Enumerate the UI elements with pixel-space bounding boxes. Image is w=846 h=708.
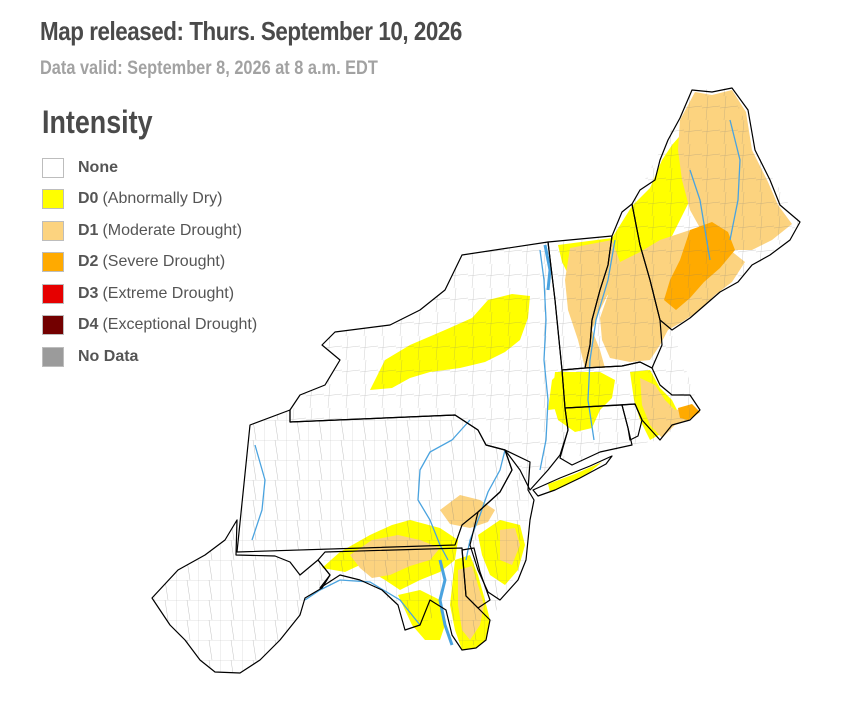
legend-code: D4 bbox=[78, 316, 99, 334]
legend-swatch-d4 bbox=[42, 315, 64, 336]
legend-desc: (Abnormally Dry) bbox=[102, 190, 223, 208]
border-west-virginia bbox=[151, 519, 331, 674]
legend-item-d4: D4 (Exceptional Drought) bbox=[42, 310, 257, 342]
legend-code: No Data bbox=[78, 347, 139, 365]
border-long-island bbox=[532, 455, 613, 497]
d0-long-island bbox=[548, 462, 602, 492]
county-texture-md-nj bbox=[320, 462, 530, 650]
county-texture-wv bbox=[152, 520, 330, 673]
legend-item-d1: D1 (Moderate Drought) bbox=[42, 215, 257, 247]
legend-desc: (Extreme Drought) bbox=[102, 284, 235, 302]
county-lines-layer bbox=[152, 88, 800, 673]
legend-desc: (Exceptional Drought) bbox=[102, 316, 258, 334]
legend-swatch-d0 bbox=[42, 189, 64, 210]
legend-desc: (Severe Drought) bbox=[102, 253, 226, 271]
legend-item-no-data: No Data bbox=[42, 341, 257, 373]
map-title: Map released: Thurs. September 10, 2026 bbox=[40, 16, 462, 46]
border-maryland bbox=[317, 547, 491, 651]
legend-title: Intensity bbox=[42, 104, 153, 140]
legend-swatch-no-data bbox=[42, 346, 64, 367]
border-new-jersey bbox=[469, 449, 535, 601]
river-susquehanna bbox=[417, 419, 471, 561]
legend-code: None bbox=[78, 158, 118, 176]
legend-swatch-d3 bbox=[42, 283, 64, 304]
legend-code: D1 bbox=[78, 221, 99, 239]
lake-champlain bbox=[543, 244, 552, 291]
legend-item-d0: D0 (Abnormally Dry) bbox=[42, 184, 257, 216]
legend-item-d3: D3 (Extreme Drought) bbox=[42, 278, 257, 310]
river-delaware bbox=[465, 449, 506, 561]
county-texture-new-england bbox=[548, 88, 800, 465]
legend-code: D3 bbox=[78, 284, 99, 302]
river-hudson bbox=[539, 249, 549, 471]
river-potomac bbox=[304, 579, 421, 626]
legend-swatch-d1 bbox=[42, 220, 64, 241]
river-penobscot bbox=[729, 119, 741, 241]
river-kennebec bbox=[689, 169, 711, 261]
border-maine bbox=[631, 87, 801, 331]
county-texture-ny bbox=[290, 242, 568, 490]
data-valid-subtitle: Data valid: September 8, 2026 at 8 a.m. … bbox=[40, 58, 378, 79]
legend-swatch-none bbox=[42, 157, 64, 178]
legend-desc: (Moderate Drought) bbox=[102, 221, 243, 239]
chesapeake-bay bbox=[438, 559, 454, 646]
legend-code: D2 bbox=[78, 253, 99, 271]
drought-map bbox=[151, 87, 801, 674]
river-ohio bbox=[251, 444, 266, 541]
legend-item-d2: D2 (Severe Drought) bbox=[42, 247, 257, 279]
legend-swatch-d2 bbox=[42, 252, 64, 273]
legend-item-none: None bbox=[42, 152, 257, 184]
state-borders-layer bbox=[151, 87, 801, 674]
intensity-legend: None D0 (Abnormally Dry) D1 (Moderate Dr… bbox=[42, 152, 257, 373]
legend-code: D0 bbox=[78, 190, 99, 208]
